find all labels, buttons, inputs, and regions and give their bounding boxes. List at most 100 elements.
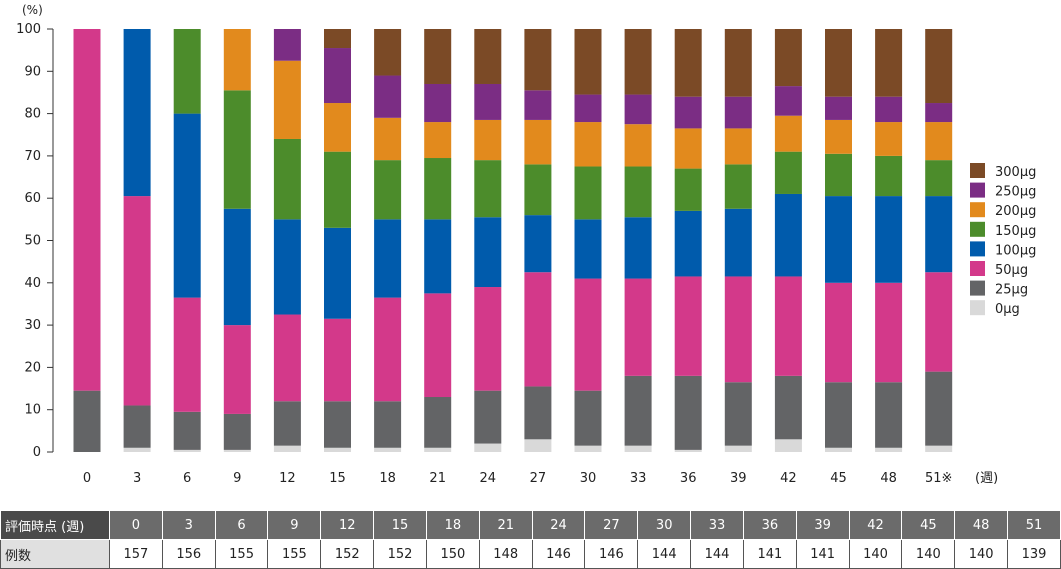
bar-segment-3-0μg	[123, 447, 151, 452]
week-cell: 6	[214, 510, 269, 540]
bar-segment-42-25μg	[774, 375, 802, 440]
bar-segment-6-0μg	[173, 449, 201, 452]
week-cell: 33	[690, 510, 744, 540]
bar-segment-18-250μg	[374, 75, 402, 118]
bar-segment-48-250μg	[875, 96, 903, 123]
week-header-row: 評価時点 (週) 0 3 6 9 12 15 18 21 24 27 30 33 36 39 42 45 48 5…	[0, 510, 1061, 540]
count-cell: 155	[214, 539, 269, 569]
bar-segment-39-250μg	[724, 96, 752, 129]
x-tick-label: 39	[730, 471, 747, 486]
bar-segment-42-300μg	[774, 29, 802, 87]
bar-segment-39-150μg	[724, 164, 752, 209]
x-tick-label: 33	[630, 471, 647, 486]
bar-segment-24-200μg	[474, 119, 502, 161]
bar-segment-9-50μg	[223, 325, 251, 414]
bar-segment-12-100μg	[273, 219, 301, 315]
legend-label: 50μg	[995, 263, 1028, 278]
bar-segment-27-150μg	[524, 164, 552, 216]
week-cell: 48	[954, 510, 1009, 540]
bar-segment-18-300μg	[374, 29, 402, 76]
bar-segment-30-0μg	[574, 445, 602, 452]
x-tick-label: 42	[780, 471, 797, 486]
bar-segment-15-25μg	[324, 401, 351, 448]
bar-segment-12-150μg	[273, 138, 301, 220]
bar-segment-30-25μg	[574, 390, 602, 446]
bar-segment-18-50μg	[374, 297, 402, 402]
bar-segment-6-150μg	[173, 29, 201, 114]
bar-segment-48-50μg	[875, 282, 903, 383]
bar-segment-42-150μg	[774, 151, 802, 194]
week-cell: 27	[584, 510, 639, 540]
bar-segment-24-300μg	[474, 29, 502, 84]
count-cell: 144	[690, 539, 744, 569]
week-cell: 12	[320, 510, 375, 540]
x-tick-label: 9	[233, 471, 241, 486]
y-tick-label: 70	[24, 149, 41, 164]
week-cell: 0	[109, 510, 163, 540]
bar-segment-45-250μg	[825, 96, 852, 120]
bar-segment-21-300μg	[424, 29, 452, 84]
bar-segment-33-100μg	[624, 217, 652, 279]
legend-label: 0μg	[995, 302, 1020, 317]
bar-segment-33-300μg	[624, 29, 652, 95]
bar-segment-24-250μg	[474, 83, 502, 120]
bar-segment-48-100μg	[875, 196, 903, 283]
bar-segment-9-0μg	[223, 449, 251, 452]
bar-segment-36-300μg	[674, 29, 702, 97]
count-cell: 144	[637, 539, 692, 569]
x-tick-label: 30	[580, 471, 597, 486]
bar-segment-27-100μg	[524, 215, 552, 273]
bar-segment-15-0μg	[324, 447, 351, 452]
count-row-label: 例数	[0, 539, 110, 569]
week-cell: 36	[742, 510, 797, 540]
bar-segment-27-200μg	[524, 119, 552, 165]
bar-segment-33-25μg	[624, 375, 652, 446]
bar-segment-21-0μg	[424, 447, 452, 452]
bar-segment-36-0μg	[674, 449, 702, 452]
bar-segment-9-200μg	[223, 29, 251, 91]
legend-swatch-100μg	[970, 241, 985, 257]
week-cell: 42	[848, 510, 903, 540]
bar-segment-12-0μg	[273, 445, 301, 452]
bar-segment-45-50μg	[825, 282, 852, 383]
count-cell: 155	[267, 539, 322, 569]
bar-segment-18-0μg	[374, 447, 402, 452]
count-cell: 146	[584, 539, 639, 569]
y-axis-unit-label: (%)	[22, 3, 43, 17]
legend-swatch-250μg	[970, 182, 985, 198]
bar-segment-39-50μg	[724, 276, 752, 383]
x-tick-label: 12	[279, 471, 296, 486]
week-cell: 3	[161, 510, 216, 540]
x-axis-unit-label: (週)	[975, 471, 998, 486]
week-cell: 15	[373, 510, 427, 540]
y-tick-label: 80	[24, 107, 41, 122]
bar-segment-51-200μg	[925, 122, 953, 161]
bar-segment-15-250μg	[324, 48, 351, 104]
bar-segment-21-250μg	[424, 83, 452, 123]
week-cell: 30	[637, 510, 692, 540]
bar-segment-33-200μg	[624, 124, 652, 167]
bar-segment-51-50μg	[925, 272, 953, 372]
bar-segment-15-150μg	[324, 151, 351, 228]
bar-segment-48-200μg	[875, 122, 903, 156]
count-cell: 157	[109, 539, 163, 569]
bar-segment-9-25μg	[223, 413, 251, 450]
legend-swatch-200μg	[970, 202, 985, 218]
count-cell: 148	[478, 539, 533, 569]
bar-segment-48-300μg	[875, 29, 903, 97]
bar-segment-27-25μg	[524, 386, 552, 440]
week-cell: 45	[901, 510, 956, 540]
bar-segment-51-25μg	[925, 371, 953, 446]
bar-segment-21-100μg	[424, 219, 452, 294]
bar-segment-15-100μg	[324, 227, 351, 319]
bar-segment-51-250μg	[925, 103, 953, 123]
sample-count-table: 評価時点 (週) 0 3 6 9 12 15 18 21 24 27 30 33 36 39 42 45 48 5…	[0, 510, 1061, 569]
week-header-label: 評価時点 (週)	[0, 510, 110, 540]
week-cell: 9	[267, 510, 322, 540]
bar-segment-30-250μg	[574, 94, 602, 123]
bar-segment-42-200μg	[774, 115, 802, 152]
bar-segment-36-200μg	[674, 128, 702, 169]
bar-segment-3-100μg	[123, 29, 151, 197]
x-tick-label: 21	[429, 471, 446, 486]
